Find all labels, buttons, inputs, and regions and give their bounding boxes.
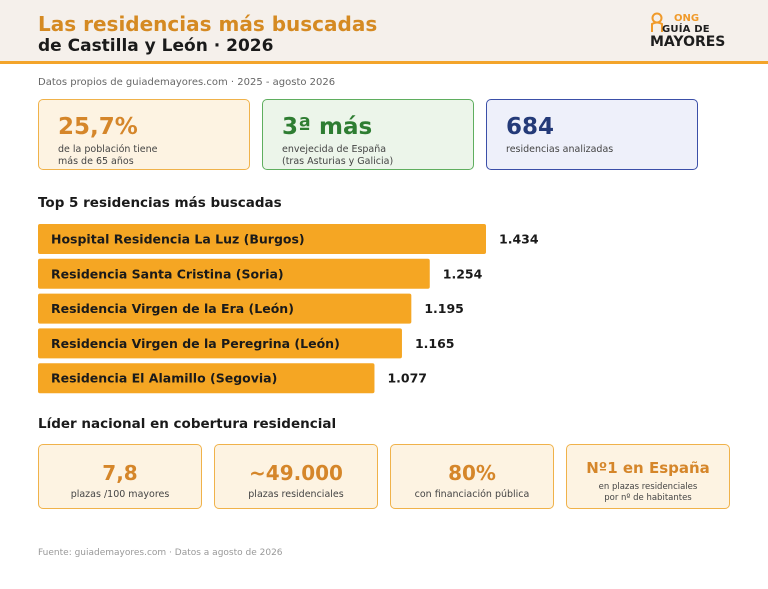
stat-card-total-places: ~49.000 plazas residenciales (214, 444, 378, 509)
stat-card-places-per-100: 7,8 plazas /100 mayores (38, 444, 202, 509)
kpi-value: 25,7% (58, 114, 138, 140)
bar-1 (38, 224, 486, 254)
stat-description: en plazas residenciales por nº de habita… (598, 482, 698, 503)
logo-icon (651, 12, 663, 32)
kpi-card-ranking: 3ª más envejecida de España (tras Asturi… (262, 99, 474, 170)
bar-value-label: 1.165 (415, 336, 455, 351)
stat-description: plazas /100 mayores (70, 489, 170, 500)
kpi-description: de la población tiene más de 65 años (58, 144, 158, 167)
bar-category-label: Residencia Virgen de la Era (León) (51, 301, 294, 316)
stat-card-national-rank: Nº1 en España en plazas residenciales po… (566, 444, 730, 509)
kpi-description: envejecida de España (tras Asturias y Ga… (282, 144, 394, 167)
section-title-top5: Top 5 residencias más buscadas (38, 195, 282, 211)
bar-value-label: 1.434 (499, 232, 539, 247)
guia-de-mayores-logo[interactable]: ONG GUÍA DE MAYORES (648, 10, 738, 54)
bar-category-label: Residencia Virgen de la Peregrina (León) (51, 336, 340, 351)
bar-value-label: 1.077 (387, 371, 427, 386)
stat-value: Nº1 en España (586, 459, 710, 477)
kpi-card-residences: 684 residencias analizadas (486, 99, 698, 170)
kpi-description: residencias analizadas (506, 144, 614, 155)
bar-2 (38, 258, 430, 289)
stat-description: plazas residenciales (248, 489, 344, 500)
bar-category-label: Residencia El Alamillo (Segovia) (51, 371, 277, 386)
kpi-value: 684 (506, 114, 555, 140)
bar-category-label: Hospital Residencia La Luz (Burgos) (51, 232, 305, 247)
stat-card-public-funding: 80% con financiación pública (390, 444, 554, 509)
bar-5 (38, 363, 375, 394)
page-subtitle-title: de Castilla y León · 2026 (38, 36, 274, 56)
stat-value: ~49.000 (249, 461, 343, 485)
page-title: Las residencias más buscadas (38, 12, 378, 36)
stat-value: 80% (448, 461, 496, 485)
top5-bar-chart: Hospital Residencia La Luz (Burgos) 1.434… (38, 224, 539, 394)
bar-category-label: Residencia Santa Cristina (Soria) (51, 266, 284, 281)
kpi-value: 3ª más (282, 114, 373, 140)
logo-line1: GUÍA DE (662, 24, 710, 35)
stat-value: 7,8 (102, 461, 138, 485)
stat-description: con financiación pública (414, 489, 530, 500)
bar-value-label: 1.195 (424, 301, 464, 316)
header: Las residencias más buscadas de Castilla… (0, 0, 768, 64)
logo-line2: MAYORES (650, 34, 726, 50)
source-footnote: Fuente: guiademayores.com · Datos a agos… (38, 548, 283, 558)
data-source-note: Datos propios de guiademayores.com · 202… (38, 77, 336, 88)
bar-value-label: 1.254 (443, 266, 483, 281)
logo-ong-text: ONG (674, 13, 700, 24)
section-title-leader: Líder nacional en cobertura residencial (38, 416, 337, 432)
bar-3 (38, 293, 412, 324)
kpi-card-population: 25,7% de la población tiene más de 65 añ… (38, 99, 250, 170)
bar-4 (38, 328, 402, 359)
